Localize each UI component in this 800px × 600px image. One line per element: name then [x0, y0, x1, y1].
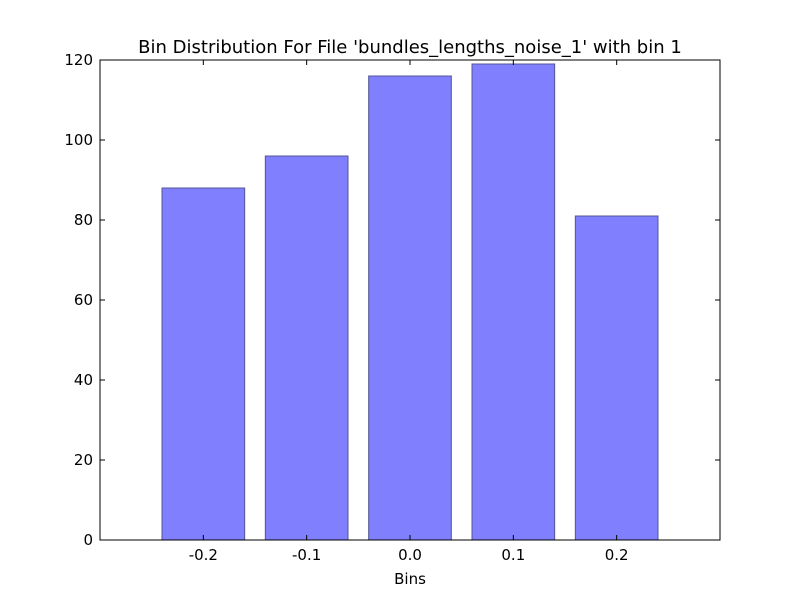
bar: [161, 187, 246, 541]
x-tick-label: 0.1: [501, 546, 525, 564]
plot-frame: [99, 59, 721, 541]
y-tick-label: 40: [74, 371, 93, 389]
bar: [264, 155, 349, 541]
y-tick-label: 0: [83, 531, 93, 549]
y-tick-label: 80: [74, 211, 93, 229]
x-axis-label: Bins: [394, 570, 426, 588]
bar: [471, 63, 556, 541]
y-tick-label: 20: [74, 451, 93, 469]
x-tick-label: 0.0: [398, 546, 422, 564]
x-tick-label: -0.2: [189, 546, 218, 564]
y-tick-label: 120: [64, 51, 93, 69]
bars-group: [161, 63, 659, 541]
y-tick-label: 100: [64, 131, 93, 149]
chart-title: Bin Distribution For File 'bundles_lengt…: [138, 37, 682, 58]
y-tick-label: 60: [74, 291, 93, 309]
x-tick-label: -0.1: [292, 546, 321, 564]
bar: [368, 75, 452, 541]
y-axis: 0 20 40 60 80 100 120: [64, 51, 720, 549]
x-tick-label: 0.2: [605, 546, 629, 564]
bar: [574, 215, 659, 541]
x-axis: -0.2 -0.1 0.0 0.1 0.2: [189, 60, 629, 564]
